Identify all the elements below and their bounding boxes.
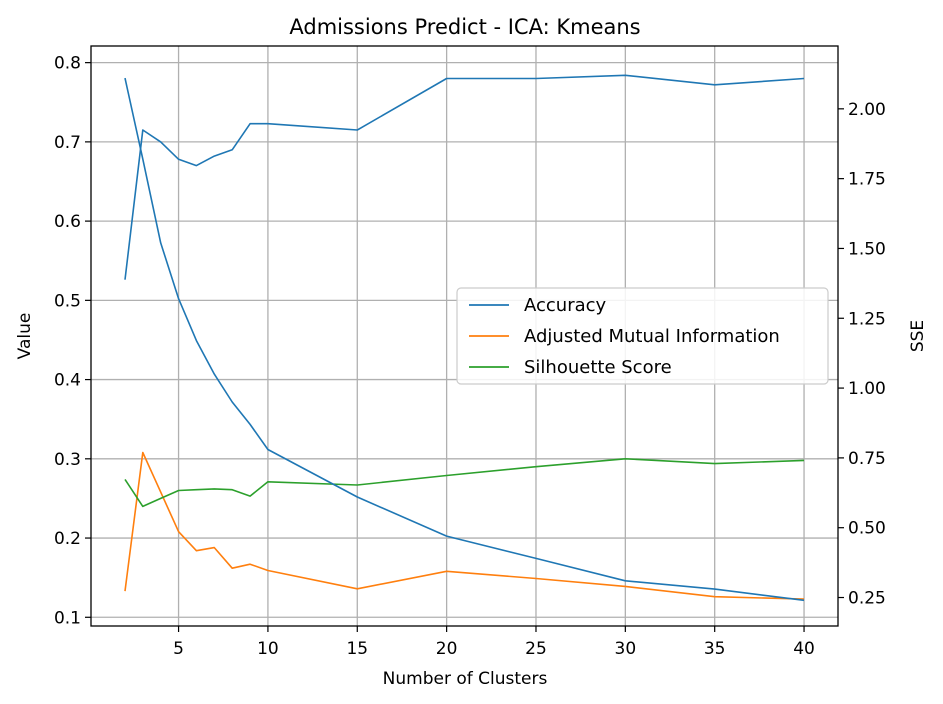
y-axis-right: 0.25 0.50 0.75 1.00 1.25 1.50 1.75 2.00 — [838, 100, 886, 609]
accuracy-line — [124, 74, 805, 280]
y2-tick-label: 1.00 — [848, 379, 886, 399]
x-tick-label: 30 — [615, 639, 637, 659]
x-tick-label: 15 — [346, 639, 368, 659]
silhouette-score-line — [124, 457, 805, 508]
sse-line — [124, 77, 805, 602]
y2-axis-title: SSE — [908, 320, 928, 352]
x-axis: 5 10 15 20 25 30 35 40 — [173, 626, 815, 659]
y-tick-label: 0.7 — [54, 133, 81, 153]
y-axis-title: Value — [15, 313, 35, 360]
x-tick-label: 25 — [525, 639, 547, 659]
y2-tick-label: 2.00 — [848, 100, 886, 120]
y2-tick-label: 1.25 — [848, 309, 886, 329]
y-tick-label: 0.6 — [54, 212, 81, 232]
y-axis-left: 0.1 0.2 0.3 0.4 0.5 0.6 0.7 0.8 — [54, 54, 91, 628]
series-group — [124, 74, 805, 602]
y2-tick-label: 1.50 — [848, 239, 886, 259]
y2-tick-label: 0.25 — [848, 589, 886, 609]
x-tick-label: 10 — [257, 639, 279, 659]
x-tick-label: 40 — [793, 639, 815, 659]
y-tick-label: 0.3 — [54, 450, 81, 470]
y-tick-label: 0.5 — [54, 291, 81, 311]
y-tick-label: 0.1 — [54, 608, 81, 628]
legend-label: Accuracy — [524, 295, 607, 316]
legend-label: Adjusted Mutual Information — [524, 326, 780, 347]
legend-label: Silhouette Score — [524, 357, 672, 378]
y2-tick-label: 0.50 — [848, 519, 886, 539]
adjusted-mutual-information-line — [124, 451, 805, 600]
y-tick-label: 0.4 — [54, 371, 81, 391]
x-tick-label: 20 — [436, 639, 458, 659]
x-axis-title: Number of Clusters — [383, 669, 548, 689]
legend-box — [456, 287, 829, 385]
y-tick-label: 0.2 — [54, 529, 81, 549]
x-tick-label: 5 — [173, 639, 184, 659]
y2-tick-label: 1.75 — [848, 170, 886, 190]
y-tick-label: 0.8 — [54, 54, 81, 74]
plot-frame — [90, 45, 839, 627]
x-tick-label: 35 — [704, 639, 726, 659]
chart-title: Admissions Predict - ICA: Kmeans — [289, 15, 640, 39]
legend: Accuracy Adjusted Mutual Information Silho… — [456, 287, 829, 385]
y2-tick-label: 0.75 — [848, 449, 886, 469]
